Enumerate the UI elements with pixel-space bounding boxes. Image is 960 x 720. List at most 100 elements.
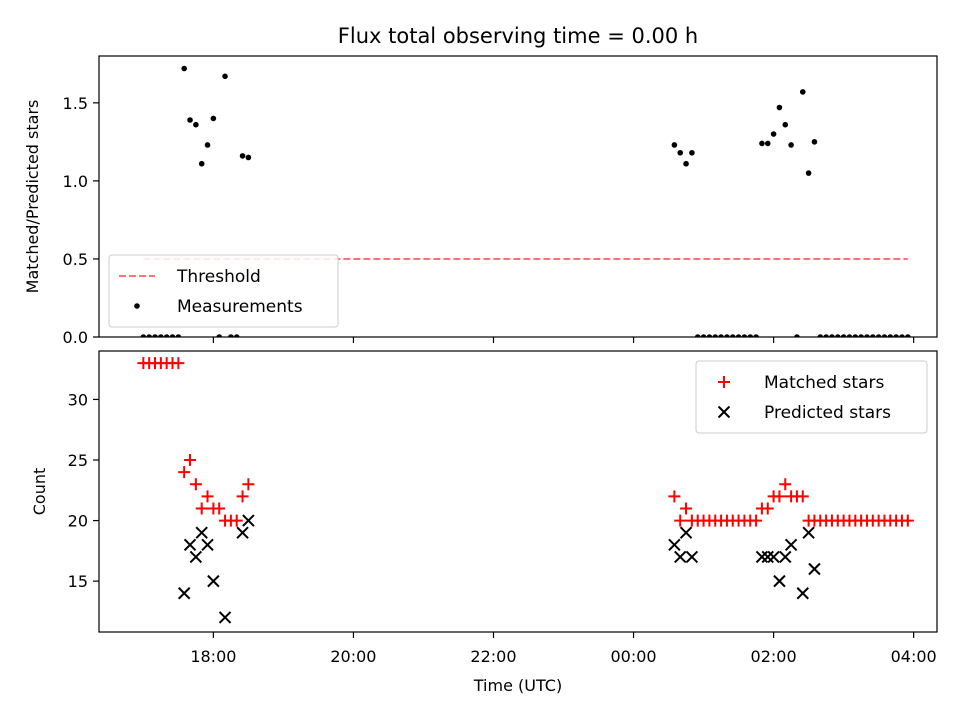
data-point bbox=[146, 334, 152, 337]
data-point bbox=[683, 160, 689, 167]
data-point bbox=[172, 357, 185, 370]
data-point bbox=[183, 538, 197, 552]
data-point bbox=[741, 334, 748, 337]
data-point bbox=[717, 405, 731, 419]
y-axis-label: Count bbox=[30, 468, 49, 516]
data-point bbox=[858, 334, 864, 337]
x-tick-label: 02:00 bbox=[751, 647, 797, 666]
data-point bbox=[184, 454, 197, 467]
x-axis-label: Time (UTC) bbox=[473, 676, 562, 695]
data-point bbox=[718, 376, 730, 388]
data-point bbox=[811, 139, 818, 145]
plot-area bbox=[140, 65, 911, 337]
y-axis-label: Matched/Predicted stars bbox=[23, 100, 42, 294]
y-tick-label: 1.5 bbox=[63, 94, 88, 113]
data-point bbox=[823, 334, 829, 337]
data-point bbox=[228, 334, 234, 337]
x-tick-label: 22:00 bbox=[470, 647, 516, 666]
data-point bbox=[773, 490, 786, 503]
data-point bbox=[875, 334, 882, 337]
data-point bbox=[796, 587, 809, 600]
data-point bbox=[195, 502, 208, 515]
data-point bbox=[152, 334, 158, 337]
series-predicted-stars bbox=[177, 514, 821, 624]
data-point bbox=[808, 562, 821, 576]
data-point bbox=[177, 587, 191, 600]
legend-frame bbox=[695, 360, 928, 434]
data-point bbox=[840, 334, 847, 337]
data-point bbox=[735, 334, 742, 337]
data-point bbox=[242, 514, 255, 527]
legend-frame bbox=[108, 254, 339, 328]
data-point bbox=[712, 334, 719, 337]
data-point bbox=[239, 153, 246, 159]
data-point bbox=[230, 514, 243, 527]
data-point bbox=[210, 115, 217, 122]
data-point bbox=[140, 334, 147, 337]
data-point bbox=[893, 334, 899, 337]
data-point bbox=[773, 574, 786, 588]
data-point bbox=[901, 514, 914, 527]
data-point bbox=[784, 538, 798, 552]
y-tick-label: 15 bbox=[68, 572, 88, 591]
x-tick-label: 18:00 bbox=[190, 647, 236, 666]
data-point bbox=[213, 502, 226, 515]
data-point bbox=[189, 550, 203, 564]
data-point bbox=[236, 490, 249, 503]
data-point bbox=[761, 502, 774, 515]
data-point bbox=[799, 89, 806, 95]
data-point bbox=[899, 334, 905, 337]
data-point bbox=[796, 490, 809, 503]
data-point bbox=[195, 526, 208, 539]
data-point bbox=[700, 334, 707, 337]
bottom-panel-counts: 15 20 25 30 18:00 20:00 22:00 00:00 02:00 04:00 Co… bbox=[30, 350, 938, 695]
data-point bbox=[204, 142, 211, 148]
data-point bbox=[776, 104, 783, 111]
data-point bbox=[770, 131, 777, 137]
legend-label: Measurements bbox=[177, 297, 303, 317]
legend-handle bbox=[134, 303, 140, 309]
data-point bbox=[236, 526, 249, 539]
data-point bbox=[158, 334, 164, 337]
data-point bbox=[216, 334, 223, 337]
y-tick-label: 30 bbox=[68, 390, 88, 409]
y-tick-label: 0.5 bbox=[63, 250, 88, 269]
y-tick-label: 1.0 bbox=[63, 172, 88, 191]
data-point bbox=[242, 478, 255, 491]
data-point bbox=[767, 550, 780, 564]
data-point bbox=[747, 334, 754, 337]
y-tick-label: 0.0 bbox=[63, 328, 88, 347]
data-point bbox=[881, 334, 888, 337]
legend-label: Matched stars bbox=[764, 373, 884, 393]
axes-frame bbox=[98, 55, 938, 338]
series-measurements bbox=[140, 65, 911, 337]
axes-frame bbox=[98, 350, 938, 633]
data-point bbox=[864, 334, 870, 337]
data-point bbox=[750, 514, 763, 527]
data-point bbox=[175, 334, 182, 337]
top-panel-measurements: 0.0 0.5 1.0 1.5 Matched/Predicted stars Thres… bbox=[23, 55, 938, 347]
legend-handle bbox=[718, 376, 730, 388]
data-point bbox=[201, 538, 214, 552]
data-point bbox=[163, 334, 170, 337]
data-point bbox=[764, 140, 771, 147]
data-point bbox=[245, 154, 252, 161]
legend: Matched stars Predicted stars bbox=[695, 360, 928, 434]
data-point bbox=[759, 140, 765, 147]
data-point bbox=[905, 334, 911, 337]
data-point bbox=[706, 334, 713, 337]
data-point bbox=[178, 466, 191, 479]
data-point bbox=[181, 65, 188, 72]
data-point bbox=[829, 334, 835, 337]
plot-area bbox=[137, 357, 914, 624]
data-point bbox=[870, 334, 876, 337]
data-point bbox=[755, 550, 769, 564]
x-tick-label: 20:00 bbox=[330, 647, 376, 666]
y-tick-label: 25 bbox=[68, 451, 88, 470]
data-point bbox=[782, 121, 789, 128]
data-point bbox=[805, 170, 812, 176]
data-point bbox=[193, 121, 199, 128]
data-point bbox=[834, 334, 841, 337]
data-point bbox=[802, 526, 815, 539]
legend-handle bbox=[717, 405, 731, 419]
